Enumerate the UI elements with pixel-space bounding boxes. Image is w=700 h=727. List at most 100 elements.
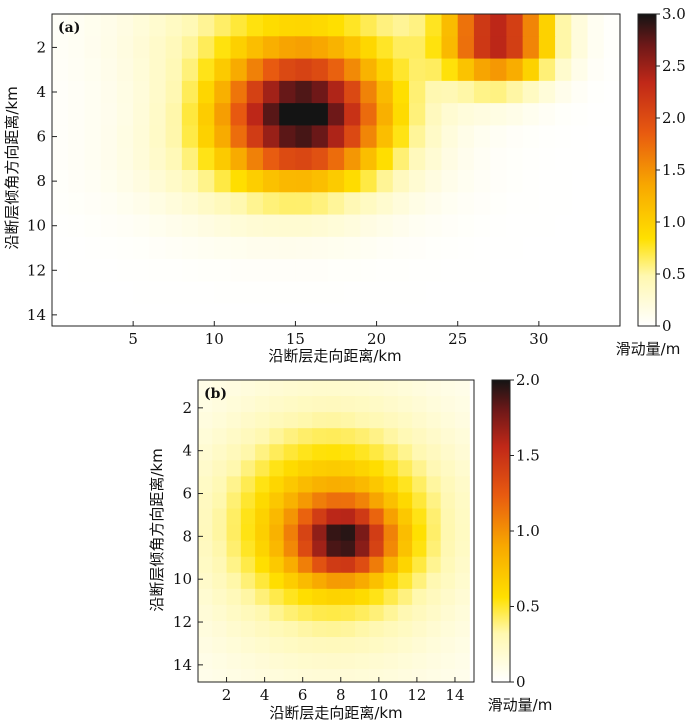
slip-cell bbox=[68, 147, 86, 171]
slip-cell bbox=[279, 214, 297, 238]
slip-cell bbox=[344, 125, 361, 149]
slip-cell bbox=[327, 80, 345, 104]
slip-cell bbox=[269, 653, 285, 670]
slip-cell bbox=[297, 444, 313, 461]
slip-cell bbox=[226, 460, 242, 477]
slip-cell bbox=[100, 14, 118, 37]
slip-cell bbox=[240, 460, 256, 477]
slip-cell bbox=[538, 170, 556, 193]
slip-cell bbox=[392, 125, 410, 149]
slip-cell bbox=[283, 428, 299, 445]
slip-cell bbox=[522, 103, 540, 127]
slip-cell bbox=[133, 259, 150, 283]
slip-cell bbox=[412, 653, 428, 670]
slip-cell bbox=[587, 303, 605, 327]
slip-cell bbox=[522, 192, 540, 216]
slip-cell bbox=[340, 460, 356, 477]
slip-cell bbox=[230, 147, 248, 171]
slip-cell bbox=[603, 58, 621, 82]
slip-cell bbox=[68, 170, 86, 193]
slip-cell bbox=[473, 147, 491, 171]
slip-cell bbox=[312, 604, 328, 622]
slip-cell bbox=[181, 80, 199, 104]
slip-cell bbox=[283, 412, 299, 429]
slip-cell bbox=[412, 476, 428, 494]
slip-cell bbox=[440, 476, 456, 494]
slip-cell bbox=[165, 236, 183, 260]
slip-cell bbox=[412, 396, 428, 413]
slip-cells-a bbox=[52, 14, 621, 327]
slip-cell bbox=[214, 170, 232, 193]
slip-cell bbox=[587, 36, 605, 60]
x-tick-label: 12 bbox=[407, 686, 426, 704]
slip-cell bbox=[311, 125, 329, 149]
slip-cell bbox=[344, 36, 361, 60]
plot-frame-b bbox=[197, 379, 475, 683]
slip-cell bbox=[441, 14, 459, 37]
slip-cell bbox=[344, 236, 361, 260]
slip-cell bbox=[426, 604, 442, 622]
slip-cell bbox=[279, 170, 297, 193]
slip-cell bbox=[133, 192, 150, 216]
slip-cell bbox=[603, 214, 621, 238]
slip-cell bbox=[100, 147, 118, 171]
slip-cell bbox=[340, 380, 356, 397]
slip-cell bbox=[340, 669, 356, 683]
slip-cell bbox=[312, 620, 328, 638]
slip-cell bbox=[392, 170, 410, 193]
slip-cell bbox=[198, 669, 213, 683]
slip-cell bbox=[555, 36, 572, 60]
slip-cell bbox=[226, 396, 242, 413]
slip-cell bbox=[506, 236, 524, 260]
slip-cell bbox=[409, 192, 426, 216]
slip-cell bbox=[68, 14, 86, 37]
slip-cell bbox=[440, 492, 456, 510]
slip-cell bbox=[255, 380, 270, 397]
slip-cell bbox=[587, 103, 605, 127]
slip-cell bbox=[68, 125, 86, 149]
slip-cell bbox=[212, 540, 228, 558]
slip-cell bbox=[297, 572, 313, 590]
slip-cell bbox=[262, 170, 280, 193]
slip-cell bbox=[355, 620, 370, 638]
slip-cell bbox=[522, 236, 540, 260]
slip-cell bbox=[376, 214, 394, 238]
slip-cell bbox=[212, 492, 228, 510]
y-tick-label: 14 bbox=[173, 656, 192, 674]
slip-cell bbox=[84, 80, 102, 104]
slip-cell bbox=[149, 36, 167, 60]
slip-cell bbox=[538, 259, 556, 283]
slip-cell bbox=[473, 214, 491, 238]
slip-cell bbox=[397, 637, 413, 654]
slip-cell bbox=[198, 444, 213, 461]
slip-cell bbox=[230, 170, 248, 193]
slip-cell bbox=[181, 259, 199, 283]
slip-cell bbox=[522, 170, 540, 193]
slip-cell bbox=[269, 556, 285, 574]
slip-cell bbox=[506, 303, 524, 327]
slip-cell bbox=[412, 604, 428, 622]
slip-cell bbox=[425, 147, 443, 171]
slip-cell bbox=[397, 444, 413, 461]
x-tick-label: 25 bbox=[448, 330, 467, 348]
slip-cell bbox=[383, 476, 399, 494]
slip-cell bbox=[441, 147, 459, 171]
slip-cell bbox=[262, 103, 280, 127]
slip-cell bbox=[279, 103, 297, 127]
slip-cell bbox=[149, 236, 167, 260]
slip-cell bbox=[397, 556, 413, 574]
slip-cell bbox=[412, 620, 428, 638]
slip-cell bbox=[311, 58, 329, 82]
slip-cell bbox=[326, 476, 342, 494]
slip-cell bbox=[454, 524, 470, 542]
slip-cell bbox=[198, 303, 215, 327]
slip-cell bbox=[397, 492, 413, 510]
slip-cell bbox=[397, 396, 413, 413]
slip-cell bbox=[262, 214, 280, 238]
slip-cell bbox=[326, 460, 342, 477]
slip-cell bbox=[149, 80, 167, 104]
slip-cell bbox=[297, 669, 313, 683]
slip-cell bbox=[283, 492, 299, 510]
slip-cell bbox=[555, 303, 572, 327]
slip-cell bbox=[426, 428, 442, 445]
